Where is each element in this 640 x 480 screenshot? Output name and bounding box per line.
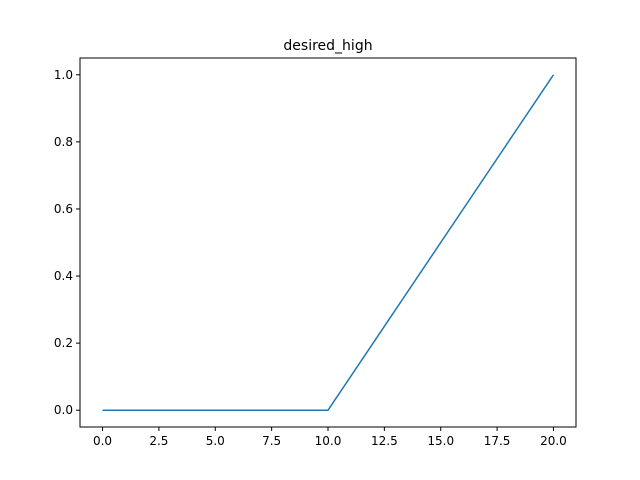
x-tick-label: 10.0 <box>315 434 342 448</box>
x-tick-label: 15.0 <box>427 434 454 448</box>
y-tick-label: 0.8 <box>54 135 73 149</box>
chart-title: desired_high <box>283 38 372 54</box>
series-line-1 <box>102 74 555 411</box>
y-tick-label: 0.2 <box>54 336 73 350</box>
y-axis: 0.0 0.2 0.4 0.6 0.8 1.0 <box>54 68 80 417</box>
x-axis: 0.0 2.5 5.0 7.5 10.0 12.5 15.0 17.5 20.0 <box>93 427 567 448</box>
y-tick-label: 0.4 <box>54 269 73 283</box>
x-tick-label: 2.5 <box>149 434 168 448</box>
y-tick-label: 0.0 <box>54 403 73 417</box>
x-tick-label: 12.5 <box>371 434 398 448</box>
y-tick-label: 0.6 <box>54 202 73 216</box>
x-tick-label: 0.0 <box>93 434 112 448</box>
x-tick-label: 17.5 <box>484 434 511 448</box>
plot-area <box>102 74 555 411</box>
x-tick-label: 20.0 <box>540 434 567 448</box>
y-tick-label: 1.0 <box>54 68 73 82</box>
x-tick-label: 5.0 <box>206 434 225 448</box>
x-tick-label: 7.5 <box>262 434 281 448</box>
axes-frame <box>79 57 577 428</box>
